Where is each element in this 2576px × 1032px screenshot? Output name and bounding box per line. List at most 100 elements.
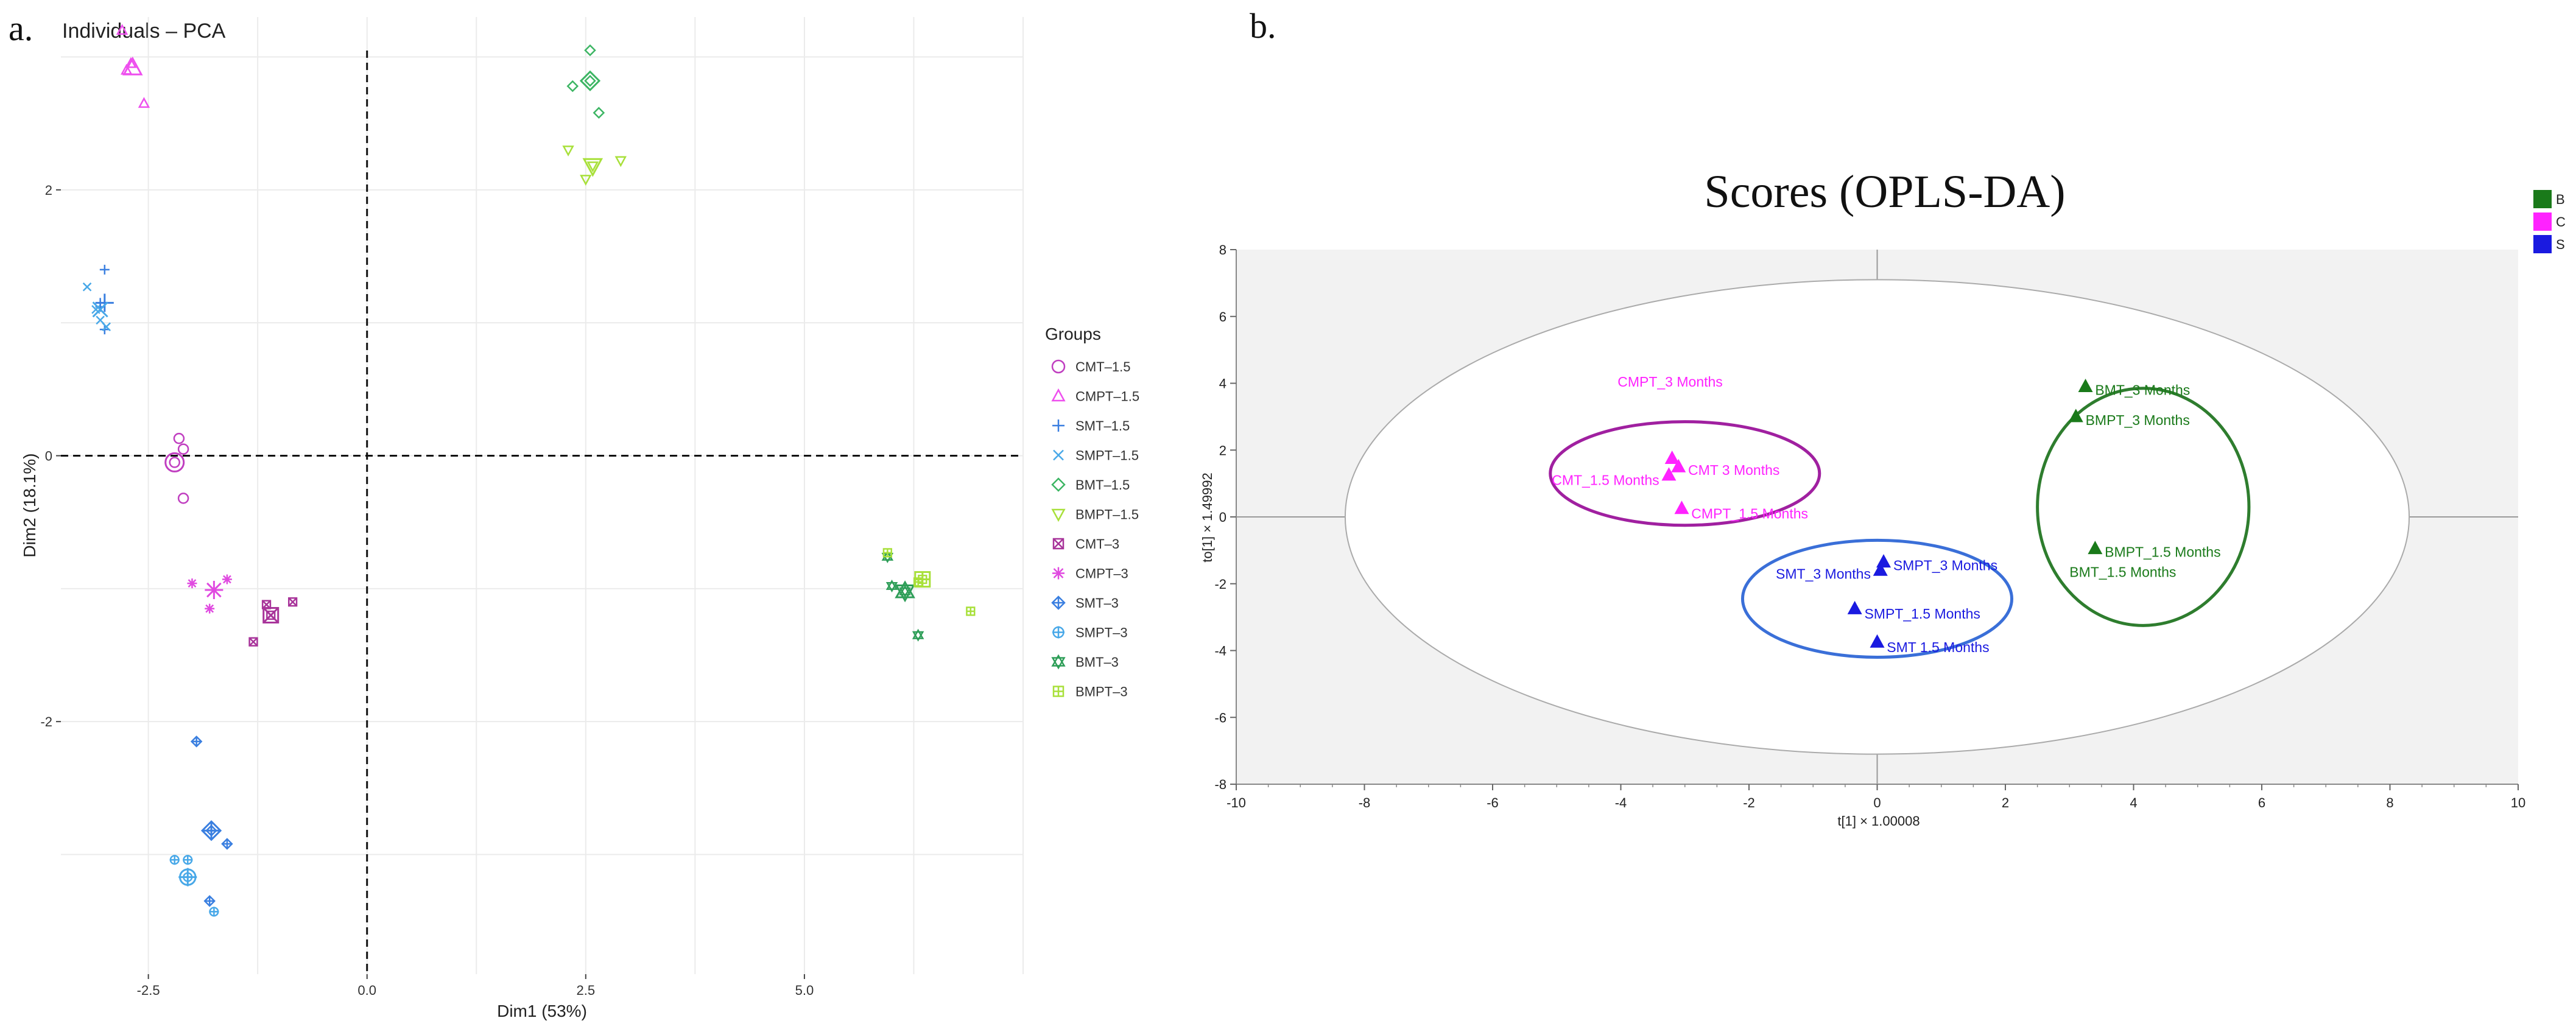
opls-xtick-label-7: 4 [2130, 795, 2137, 810]
opls-legend-label-b: B [2556, 192, 2565, 207]
opls-ellipse-hotelling-t2 [1344, 279, 2410, 755]
pca-legend-label-cmt-3: CMT–3 [1075, 536, 1119, 552]
opls-ytick-label-7: -6 [1214, 710, 1226, 725]
pca-centroid-cmpt-3 [205, 581, 223, 600]
pca-legend-label-cmpt-3: CMPT–3 [1075, 566, 1128, 581]
opls-point-label-bmpt-1-5-months: BMPT_1.5 Months [2105, 544, 2220, 560]
opls-points: CMPT_3 Months CMT 3 Months CMT_1.5 Months C… [1552, 374, 2220, 655]
pca-centroid-cmt-3 [262, 607, 280, 623]
pca-series-cmpt-1-5 [116, 24, 150, 108]
pca-centroid-bmpt-1-5 [582, 158, 604, 177]
pca-legend-key-bmpt-3 [1052, 686, 1065, 697]
opls-ytick-label-8: -8 [1214, 777, 1226, 792]
opls-ellipse-group-C [1549, 420, 1821, 527]
pca-series-bmt-1-5 [566, 44, 605, 119]
pca-centroid-cmpt-1-5 [122, 56, 143, 75]
pca-point-smpt-3-1 [183, 855, 193, 865]
pca-legend-key-smpt-1-5 [1053, 449, 1064, 461]
pca-centroid-smpt-3 [178, 868, 197, 886]
pca-point-bmt-1-5-1 [566, 80, 579, 93]
pca-point-bmpt-1-5-3 [586, 161, 599, 173]
pca-legend-label-cmpt-1-5: CMPT–1.5 [1075, 389, 1139, 404]
pca-x-axis-label: Dim1 (53%) [497, 1002, 587, 1020]
pca-chart: Individuals – PCA -2.5 0.0 2.5 5.0 2 0 -2 Dim1… [20, 17, 1139, 1020]
pca-legend-label-smt-1-5: SMT–1.5 [1075, 418, 1130, 434]
pca-legend: Groups CMT–1.5 CMPT–1.5 SMT–1.5 SMPT–1.5 BMT… [1045, 325, 1139, 700]
pca-legend-key-smpt-3 [1052, 626, 1065, 639]
pca-point-bmt-1-5-3 [584, 75, 596, 87]
opls-point-bmpt-3-months [2068, 409, 2083, 423]
pca-xtick-label-1: 0.0 [357, 983, 376, 998]
opls-x-axis-label: t[1] × 1.00008 [1837, 813, 1920, 829]
pca-legend-label-smpt-1-5: SMPT–1.5 [1075, 448, 1139, 463]
pca-point-cmt-1-5-1 [173, 432, 185, 444]
pca-legend-key-bmt-1-5 [1051, 477, 1066, 492]
opls-point-label-cmpt-1-5-months: CMPT_1.5 Months [1691, 506, 1808, 522]
opls-ellipses [1344, 279, 2410, 755]
opls-chart: Scores (OPLS-DA) -10 -8 -6 -4 -2 0 2 4 6 8 1086420… [1200, 166, 2566, 829]
pca-point-cmpt-3-2 [205, 603, 215, 614]
opls-point-label-bmpt-3-months: BMPT_3 Months [2086, 412, 2190, 428]
pca-centroid-smt-1-5 [95, 293, 114, 312]
pca-point-cmpt-3-0 [222, 574, 232, 584]
pca-xtick-label-0: -2.5 [137, 983, 160, 998]
pca-legend-label-bmpt-1-5: BMPT–1.5 [1075, 507, 1139, 522]
opls-ytick-label-6: -4 [1214, 644, 1226, 659]
pca-point-bmt-3-3 [912, 628, 924, 642]
pca-point-bmt-3-1 [885, 579, 898, 592]
pca-point-cmpt-1-5-0 [116, 24, 128, 35]
pca-point-bmt-3-2 [899, 584, 911, 598]
opls-xtick-label-4: -2 [1743, 795, 1755, 810]
opls-ytick-label-2: 4 [1219, 376, 1226, 391]
pca-point-cmpt-1-5-2 [138, 97, 150, 108]
pca-point-bmpt-1-5-0 [562, 146, 574, 156]
pca-point-smpt-1-5-3 [102, 322, 111, 332]
pca-legend-key-cmt-1-5 [1051, 359, 1066, 374]
pca-point-cmt-3-1 [287, 597, 298, 607]
pca-gridlines [61, 17, 1024, 974]
opls-xtick-label-0: -10 [1226, 795, 1246, 810]
opls-point-cmpt-1-5-months [1674, 500, 1689, 514]
pca-legend-title: Groups [1045, 325, 1101, 343]
opls-ytick-label-5: -2 [1214, 577, 1226, 592]
pca-axes: -2.5 0.0 2.5 5.0 2 0 -2 [40, 51, 1023, 998]
pca-point-smpt-1-5-0 [82, 282, 92, 292]
pca-point-smt-3-1 [221, 838, 233, 850]
pca-point-cmt-1-5-3 [177, 493, 189, 504]
pca-centroid-smt-3 [200, 820, 222, 841]
pca-point-bmt-1-5-2 [593, 107, 605, 119]
opls-ytick-label-1: 6 [1219, 309, 1226, 325]
pca-point-bmpt-3-0 [882, 548, 893, 558]
pca-point-smpt-3-0 [169, 855, 180, 865]
pca-legend-label-cmt-1-5: CMT–1.5 [1075, 359, 1130, 374]
pca-ytick-label-0: 2 [45, 183, 52, 198]
pca-series-cmt-1-5 [164, 432, 189, 504]
opls-point-bmpt-1-5-months [2088, 541, 2103, 555]
pca-centroid-smpt-1-5 [92, 301, 108, 318]
pca-point-bmpt-1-5-2 [614, 156, 627, 167]
pca-point-cmt-1-5-0 [177, 443, 189, 455]
opls-legend-swatch-s [2533, 235, 2552, 253]
opls-y-axis-label: to[1] × 1.49992 [1200, 472, 1215, 562]
opls-point-label-bmt-1-5-months: BMT_1.5 Months [2069, 564, 2176, 580]
opls-point-cmt-1-5-months [1661, 467, 1677, 481]
pca-centroid-cmt-1-5 [164, 452, 185, 472]
opls-point-label-cmt-3-months: CMT 3 Months [1688, 462, 1779, 478]
pca-legend-key-smt-3 [1051, 595, 1066, 610]
pca-legend-key-cmpt-1-5 [1051, 388, 1066, 402]
pca-points [82, 24, 976, 917]
pca-point-smt-3-2 [203, 895, 216, 907]
pca-point-smt-3-0 [190, 735, 203, 748]
pca-legend-label-smt-3: SMT–3 [1075, 595, 1119, 611]
pca-series-bmt-3 [881, 550, 924, 642]
pca-point-bmpt-3-2 [966, 606, 976, 616]
pca-legend-key-cmpt-3 [1052, 567, 1065, 580]
pca-ytick-label-2: -2 [40, 714, 52, 729]
pca-series-cmpt-3 [187, 574, 232, 614]
pca-centroid-bmt-1-5 [579, 70, 601, 91]
pca-legend-key-cmt-3 [1052, 538, 1065, 550]
opls-ellipse-group-B [2036, 387, 2251, 627]
opls-xtick-label-2: -6 [1487, 795, 1499, 810]
opls-point-label-bmt-3-months: BMT_3 Months [2095, 382, 2190, 398]
opls-xtick-label-10: 10 [2511, 795, 2525, 810]
